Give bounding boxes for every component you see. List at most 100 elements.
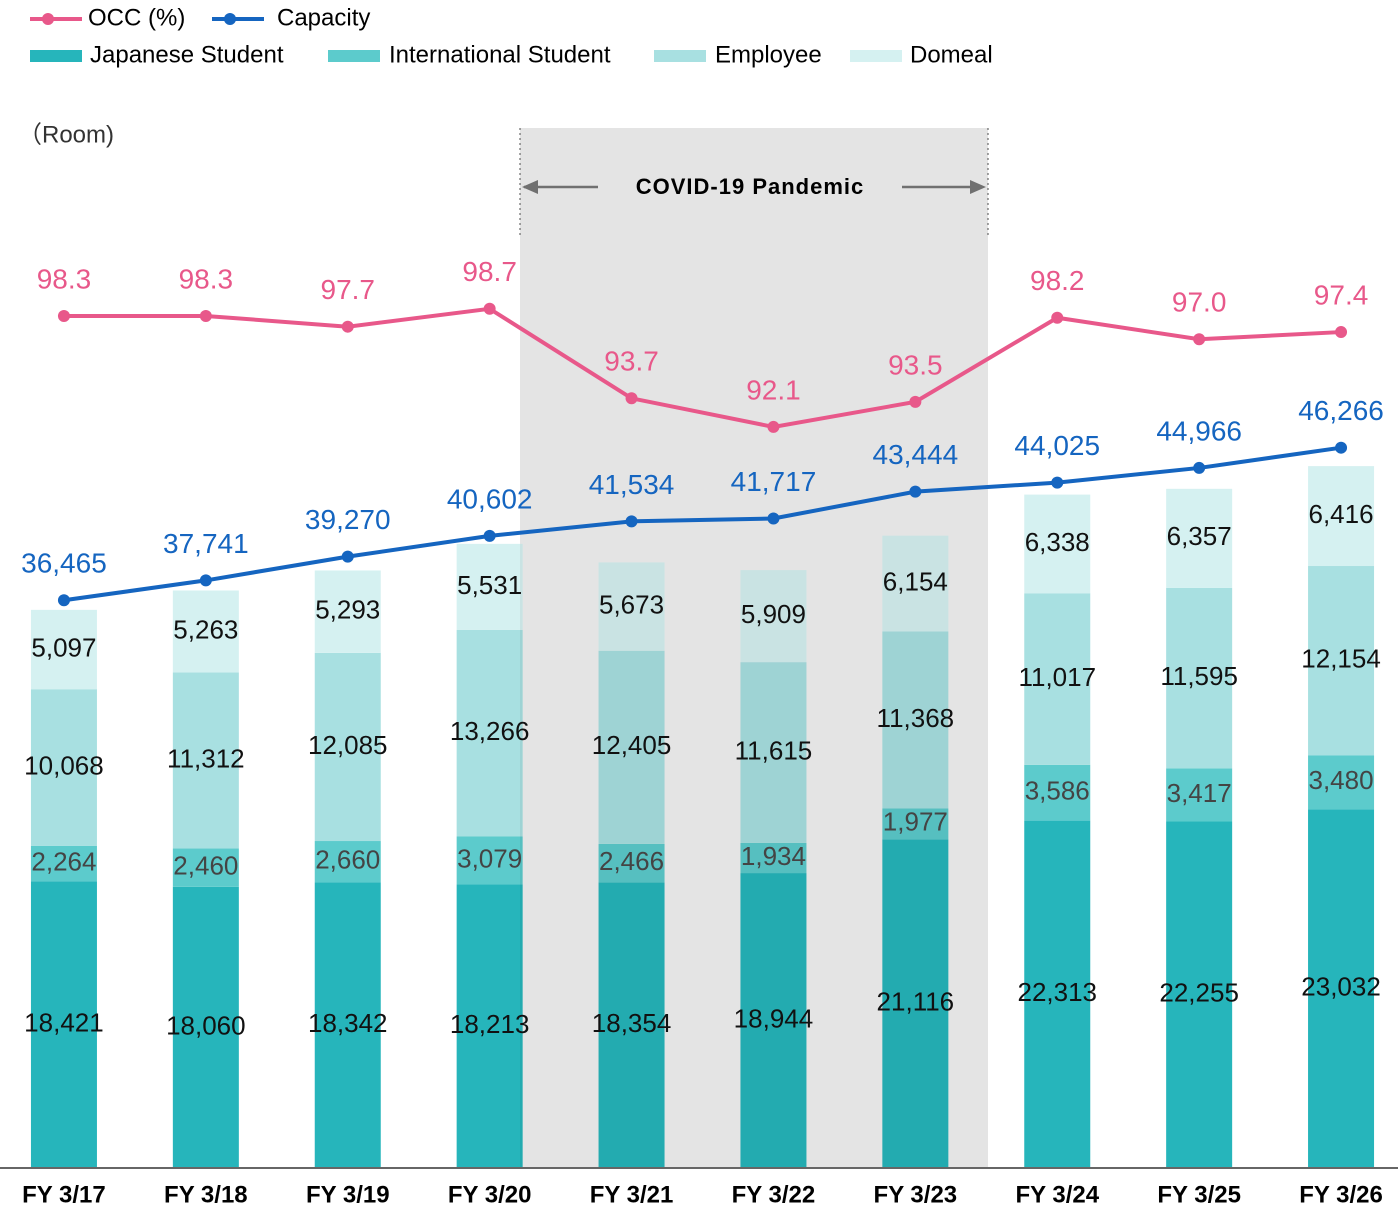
data-label: 2,460 <box>173 851 238 881</box>
bar-segment <box>598 843 665 883</box>
data-label: 97.7 <box>321 274 376 305</box>
data-label: 12,154 <box>1301 644 1381 674</box>
line <box>63 445 1342 603</box>
bar-segment <box>314 570 381 653</box>
legend-label: International Student <box>389 41 611 68</box>
bar-segment <box>882 839 949 1168</box>
data-label: 18,944 <box>734 1003 814 1033</box>
legend-label: Domeal <box>910 41 993 68</box>
data-label: 6,154 <box>883 566 948 596</box>
legend-label: Japanese Student <box>90 41 284 68</box>
line-point <box>625 392 638 405</box>
data-label: 92.1 <box>746 374 801 405</box>
x-tick-label: FY 3/23 <box>874 1181 958 1208</box>
data-label: 1,934 <box>741 841 806 871</box>
x-tick-label: FY 3/21 <box>590 1181 674 1208</box>
data-label: 40,602 <box>447 483 533 514</box>
data-label: 21,116 <box>877 986 955 1016</box>
data-label: 5,909 <box>741 599 806 629</box>
data-label: 5,293 <box>315 595 380 625</box>
data-label: 5,673 <box>599 589 664 619</box>
line-point <box>341 550 354 563</box>
x-tick-label: FY 3/17 <box>22 1181 106 1208</box>
line-point <box>199 574 212 587</box>
x-tick-label: FY 3/25 <box>1157 1181 1241 1208</box>
line-point <box>767 512 780 525</box>
data-label: 5,097 <box>31 632 96 662</box>
covid-arrowhead <box>522 180 538 194</box>
data-label: 12,085 <box>308 730 388 760</box>
line-point <box>1051 476 1064 489</box>
legend-label: OCC (%) <box>88 4 185 31</box>
bar-segment <box>598 562 665 651</box>
axis-unit: （Room) <box>18 121 114 148</box>
legend-swatch <box>850 50 902 62</box>
bar-segment <box>1166 768 1233 822</box>
legend-swatch <box>328 50 380 62</box>
data-label: 11,312 <box>167 743 245 773</box>
bar-segment <box>1166 488 1233 588</box>
data-label: 18,421 <box>24 1007 104 1037</box>
data-label: 97.4 <box>1314 279 1369 310</box>
bar-segment <box>1308 755 1375 810</box>
data-label: 41,534 <box>589 469 675 500</box>
data-label: 97.0 <box>1172 287 1227 318</box>
bar-segment <box>172 848 239 887</box>
data-label: 22,255 <box>1159 978 1239 1008</box>
bar-segment <box>172 886 239 1168</box>
data-label: 22,313 <box>1017 977 1097 1007</box>
bar-segment <box>30 881 97 1168</box>
data-label: 3,480 <box>1309 765 1374 795</box>
data-label: 11,615 <box>735 735 813 765</box>
bar-segment <box>882 535 949 632</box>
bar-segment <box>30 609 97 690</box>
bar-segment <box>30 689 97 846</box>
data-label: 46,266 <box>1298 395 1384 426</box>
bars <box>30 466 1375 1168</box>
line-point <box>625 515 638 528</box>
bar-segment <box>456 836 523 885</box>
data-label: 98.3 <box>37 263 92 294</box>
data-label: 3,417 <box>1167 778 1232 808</box>
bar-segment <box>598 650 665 844</box>
data-label: 13,266 <box>450 716 530 746</box>
data-label: 18,342 <box>308 1008 388 1038</box>
data-label: 2,660 <box>315 845 380 875</box>
data-label: 6,338 <box>1025 527 1090 557</box>
legend-marker <box>224 13 236 25</box>
x-tick-label: FY 3/22 <box>732 1181 816 1208</box>
legend-marker <box>42 13 54 25</box>
bar-segment <box>882 631 949 809</box>
line-point <box>1051 311 1064 324</box>
x-tick-label: FY 3/19 <box>306 1181 390 1208</box>
line <box>63 306 1342 429</box>
data-label: 36,465 <box>21 548 107 579</box>
data-label: 18,213 <box>450 1009 530 1039</box>
bar-segment <box>1024 820 1091 1168</box>
data-label: 1,977 <box>883 807 948 837</box>
data-label: 41,717 <box>731 466 817 497</box>
data-label: 43,444 <box>873 439 959 470</box>
bar-segment <box>1308 809 1375 1168</box>
data-label: 98.2 <box>1030 265 1085 296</box>
bar-segment <box>1166 587 1233 769</box>
data-label: 37,741 <box>163 528 249 559</box>
data-label: 10,068 <box>24 750 104 780</box>
data-label: 11,368 <box>877 703 955 733</box>
x-tick-label: FY 3/18 <box>164 1181 248 1208</box>
legend-label: Employee <box>715 41 822 68</box>
data-label: 44,025 <box>1014 430 1100 461</box>
line-point <box>1335 441 1348 454</box>
x-tick-label: FY 3/20 <box>448 1181 532 1208</box>
line-point <box>483 529 496 542</box>
line-point <box>199 309 212 322</box>
data-label: 93.5 <box>888 349 943 380</box>
data-label: 98.3 <box>179 263 234 294</box>
data-label: 2,264 <box>31 846 96 876</box>
bar-segment <box>172 672 239 849</box>
data-label: 18,354 <box>592 1008 672 1038</box>
line-point <box>1193 333 1206 346</box>
data-label: 93.7 <box>604 346 659 377</box>
bar-segment <box>456 629 523 837</box>
